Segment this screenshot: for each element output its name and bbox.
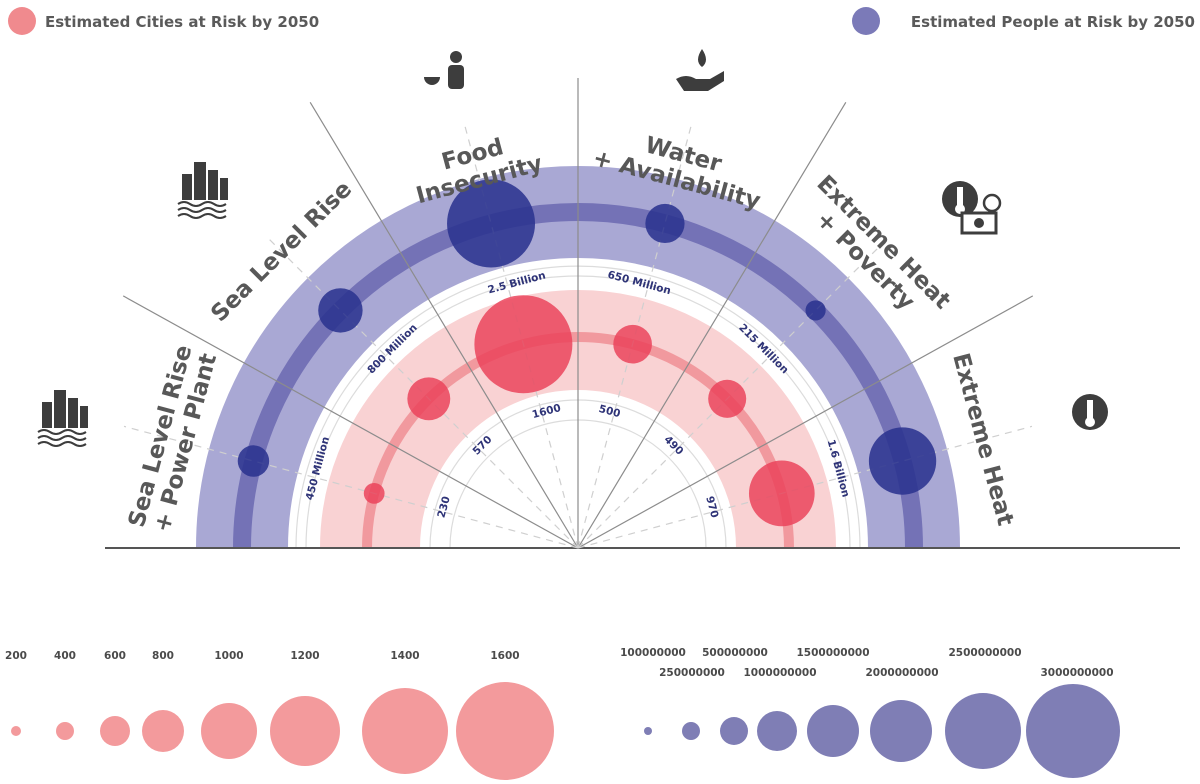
size-legend-cities-label: 1400 [390, 650, 419, 662]
size-legend-cities-bubble [201, 703, 257, 759]
cities-bubble [407, 377, 451, 421]
people-bubble [868, 427, 937, 495]
cities-bubble [363, 483, 385, 504]
size-legend-cities-label: 1200 [290, 650, 319, 662]
legend-cities-label: Estimated Cities at Risk by 2050 [45, 13, 319, 31]
sector-divider [122, 295, 579, 549]
cities-value-label: 970 [703, 495, 720, 519]
category-label-line: Extreme Heat [947, 351, 1018, 529]
cities-value-label: 500 [597, 403, 621, 420]
cities-bubble [708, 379, 747, 418]
size-legend-people-label: 500000000 [702, 647, 768, 659]
hand-water-drop-icon [676, 49, 724, 91]
dashed-guide [266, 236, 579, 549]
size-legend-people-bubble [682, 722, 700, 740]
cities-bubble [474, 295, 573, 394]
size-legend-people-label: 250000000 [659, 667, 725, 679]
people-bubble [645, 203, 685, 244]
size-legend-cities-label: 800 [152, 650, 174, 662]
size-legend-people-bubble [757, 711, 797, 751]
size-legend-cities-label: 1000 [214, 650, 243, 662]
legend-cities-swatch [8, 7, 36, 35]
size-legend-people-bubble [720, 717, 748, 745]
dashed-guide [577, 122, 693, 549]
size-legend-cities-bubble [456, 682, 554, 780]
people-value-label: 2.5 Billion [487, 269, 547, 296]
size-legend-people-bubble [807, 705, 859, 757]
people-bubble [447, 179, 536, 268]
size-legend-cities-label: 1600 [490, 650, 519, 662]
size-legend-cities-label: 600 [104, 650, 126, 662]
sector-divider [577, 101, 847, 549]
size-legend-cities-label: 200 [5, 650, 27, 662]
size-legend-people-label: 2500000000 [948, 647, 1021, 659]
size-legend-cities-bubble [100, 716, 130, 746]
cities-value-label: 230 [435, 495, 452, 519]
legend-people-label: Estimated People at Risk by 2050 [911, 13, 1195, 31]
sector-divider [577, 295, 1034, 549]
size-legend-cities-bubble [270, 696, 340, 766]
size-legend-people-label: 1000000000 [743, 667, 816, 679]
size-legend-people-label: 2000000000 [865, 667, 938, 679]
size-legend-people-bubble [945, 693, 1021, 769]
size-legend-cities-label: 400 [54, 650, 76, 662]
size-legend-cities-bubble [11, 726, 21, 736]
sector-divider [309, 101, 579, 549]
dashed-guide [123, 425, 579, 549]
people-bubble [237, 445, 270, 477]
cities-value-label: 1600 [531, 402, 562, 421]
cities-bubble [748, 460, 815, 527]
people-bubble [318, 288, 363, 333]
category-label: Extreme Heat [947, 351, 1018, 529]
factory-flood-icon [37, 390, 88, 447]
thermometer-money-icon [942, 181, 1002, 235]
legend-people-swatch [852, 7, 880, 35]
dashed-guide [577, 236, 890, 549]
size-legend-people-label: 1500000000 [796, 647, 869, 659]
person-bowl-icon [424, 51, 464, 89]
size-legend-people-bubble [1026, 684, 1120, 778]
size-legend-people-bubble [870, 700, 932, 762]
cities-bubble [613, 324, 652, 364]
people-bubble [805, 300, 826, 321]
size-legend-people-label: 100000000 [620, 647, 686, 659]
size-legend-cities-bubble [142, 710, 184, 752]
size-legend-people-label: 3000000000 [1040, 667, 1113, 679]
size-legend-cities-bubble [362, 688, 448, 774]
thermometer-globe-icon [1072, 394, 1108, 430]
size-legend-cities-bubble [56, 722, 74, 740]
buildings-flood-icon [177, 162, 228, 219]
size-legend-people-bubble [644, 727, 652, 735]
